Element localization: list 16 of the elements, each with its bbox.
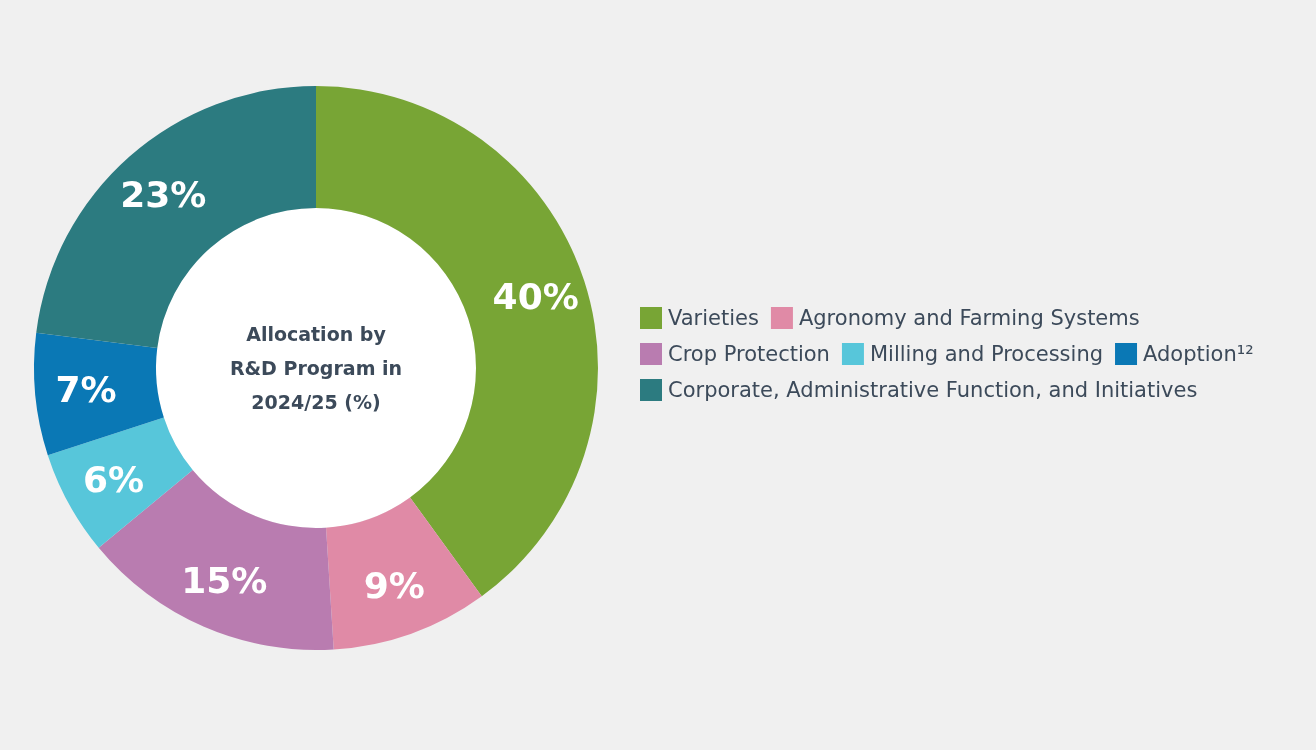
legend-label: Agronomy and Farming Systems <box>798 306 1140 331</box>
donut-slice <box>34 332 164 456</box>
legend-label: Milling and Processing <box>869 342 1104 367</box>
legend-label: Adoption¹² <box>1143 342 1254 367</box>
donut-slice <box>47 417 193 548</box>
data-label: 40% <box>492 276 579 318</box>
text: Allocation by R&D Program in 2024/25 (%) <box>229 322 403 413</box>
legend-label: Corporate, Administrative Function, and Initiatives <box>668 378 1198 403</box>
data-label: 15% <box>181 559 268 601</box>
donut-slice <box>326 497 482 650</box>
legend-label: Varieties <box>668 306 759 331</box>
data-label: 9% <box>363 564 425 606</box>
legend-label: Crop Protection <box>668 342 830 367</box>
data-label: 6% <box>83 458 145 500</box>
data-label: 23% <box>120 174 207 216</box>
data-label: 7% <box>55 369 117 411</box>
